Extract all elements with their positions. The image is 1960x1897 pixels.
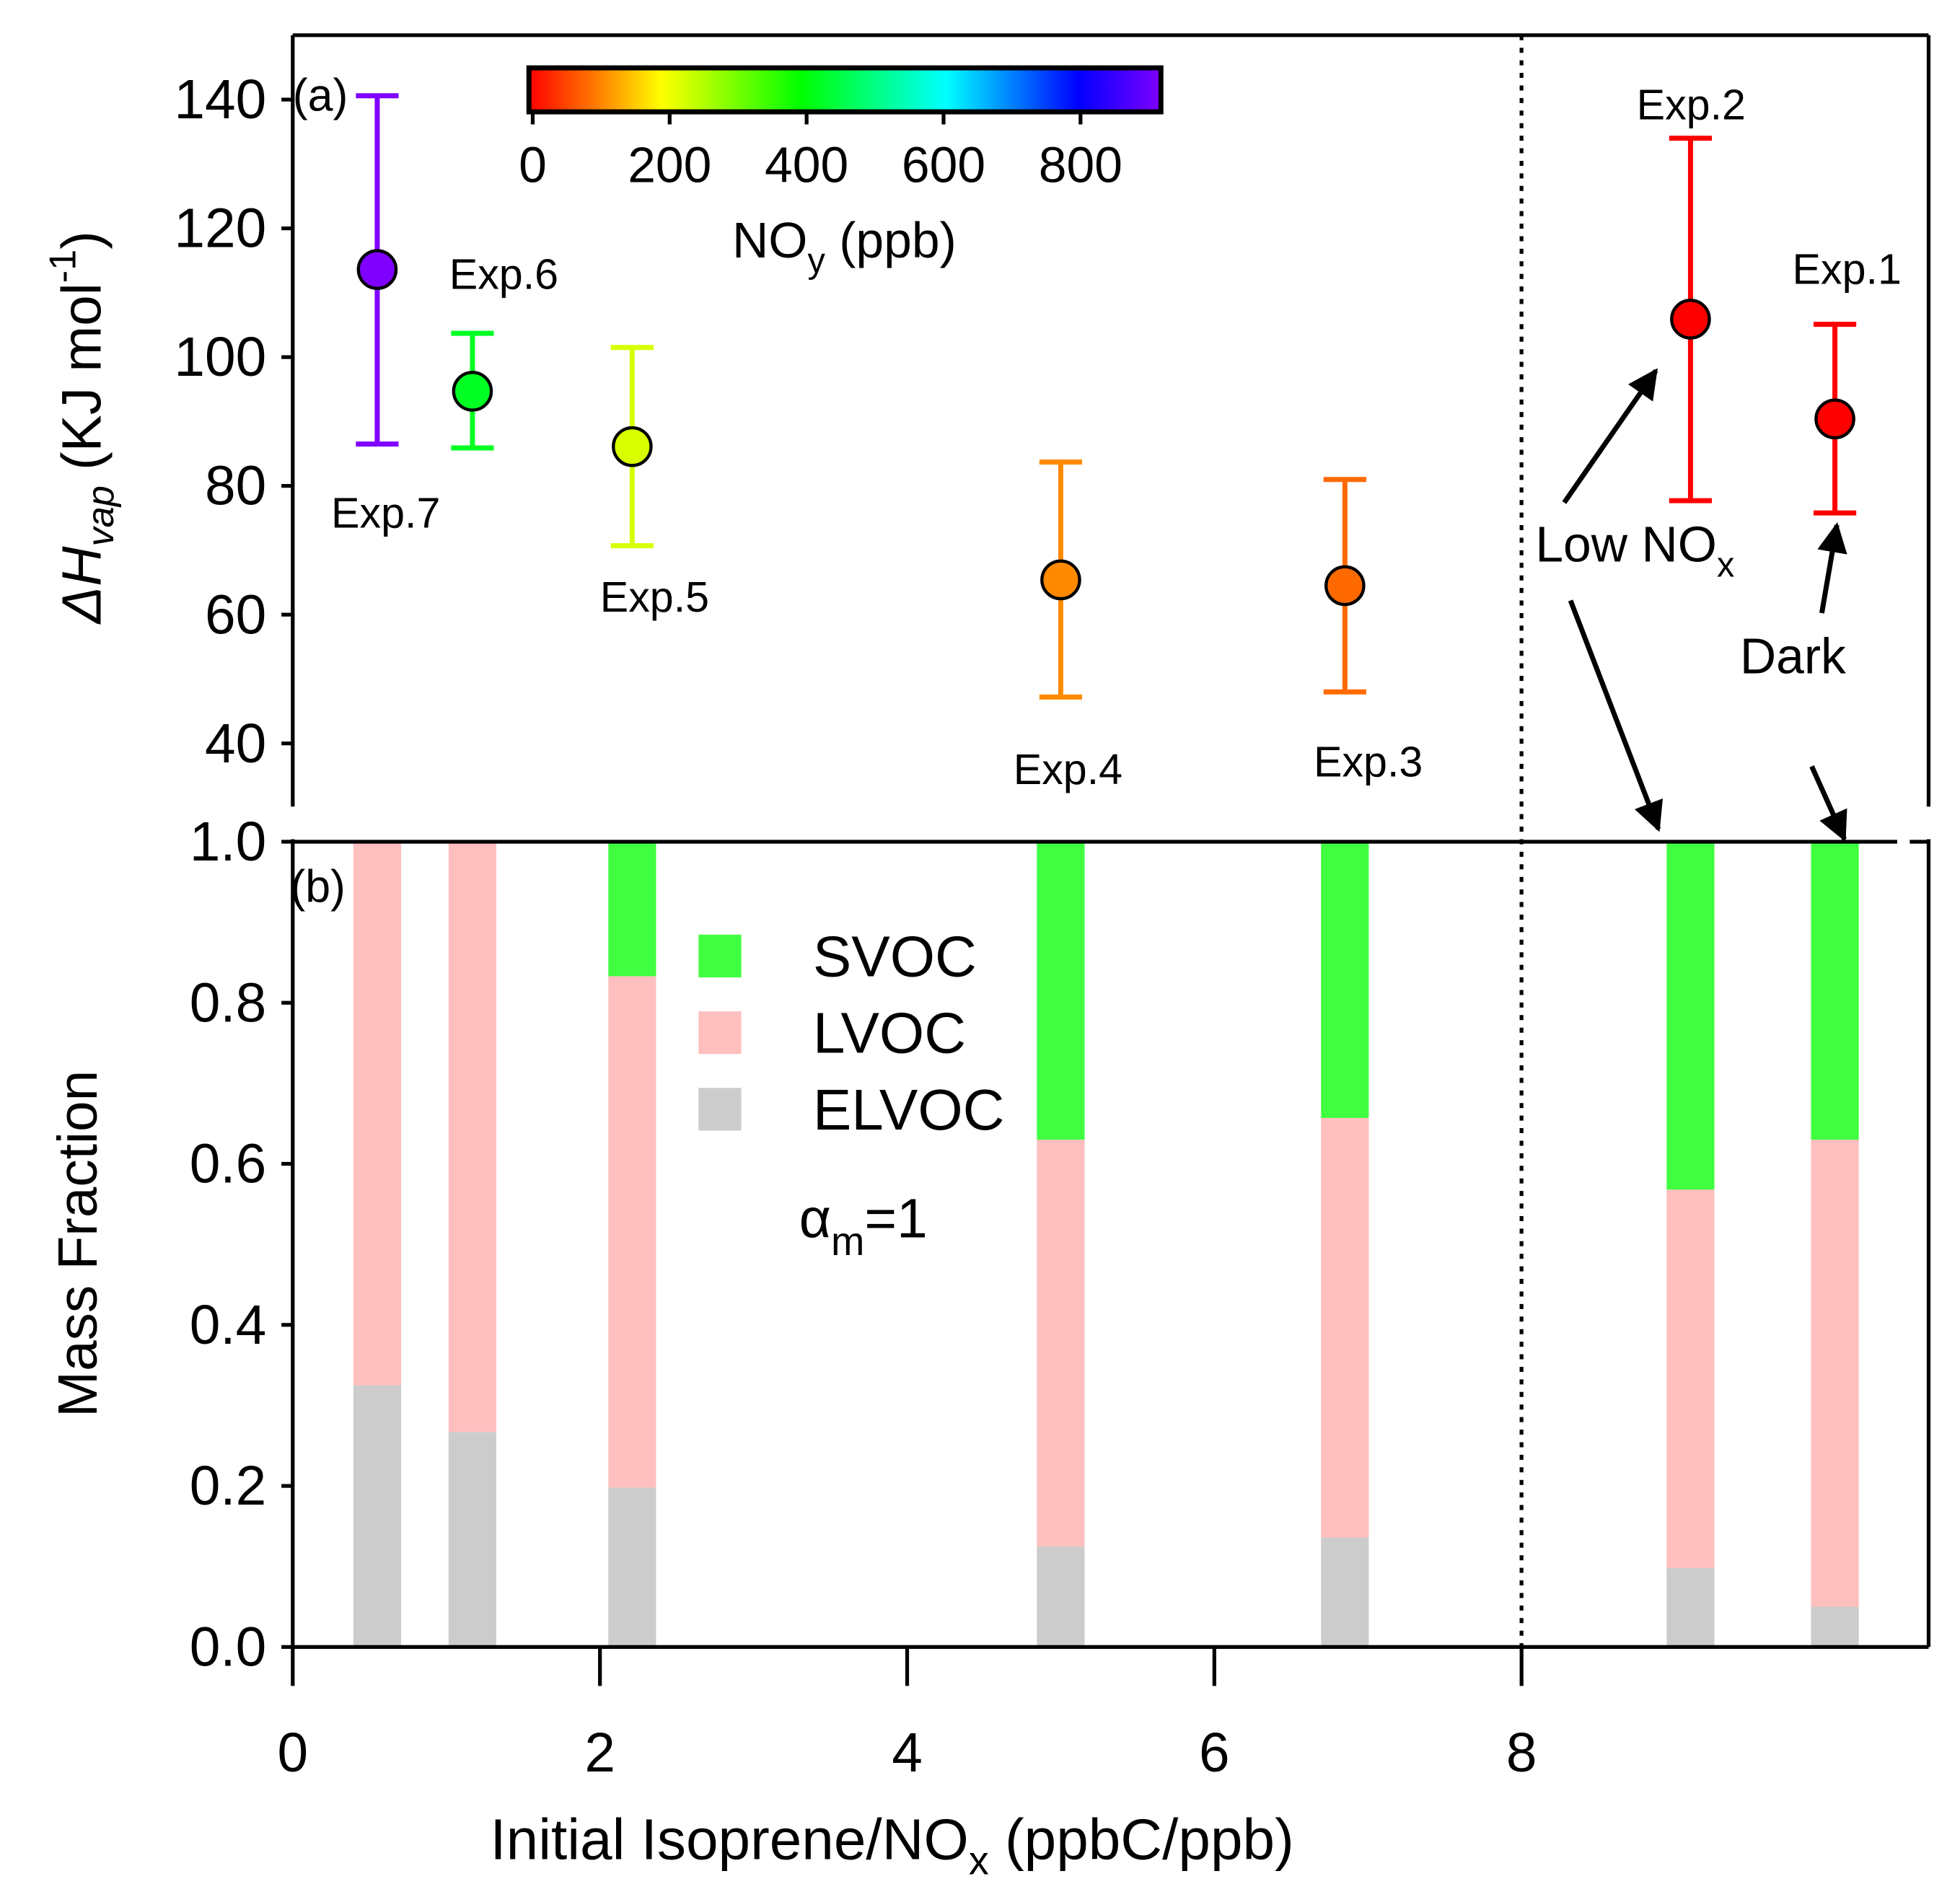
low-nox-label: Low NOx bbox=[1535, 516, 1734, 585]
data-point: Exp.1 bbox=[1793, 245, 1902, 516]
point-label: Exp.4 bbox=[1014, 745, 1122, 793]
arrow-dark-bar bbox=[1809, 765, 1847, 842]
y-tick-label-a: 140 bbox=[174, 69, 266, 131]
bar-elvoc bbox=[353, 1385, 402, 1647]
data-point: Exp.3 bbox=[1314, 477, 1423, 785]
colorbar-label: NOy (ppb) bbox=[732, 212, 957, 281]
bar-svoc bbox=[1321, 841, 1369, 1118]
colorbar-tick-label: 800 bbox=[1039, 137, 1122, 193]
legend-label-lvoc: LVOC bbox=[813, 1000, 966, 1065]
y-tick-label-a: 120 bbox=[174, 198, 266, 260]
bar-lvoc bbox=[1666, 1189, 1715, 1568]
bar-svoc bbox=[608, 841, 656, 977]
colorbar-gradient bbox=[526, 65, 1164, 115]
marker bbox=[612, 426, 653, 467]
point-label: Exp.5 bbox=[600, 573, 709, 621]
y-tick-label-b: 1.0 bbox=[190, 811, 267, 873]
marker bbox=[452, 371, 493, 412]
bar-elvoc bbox=[1666, 1567, 1715, 1647]
x-tick-label: 0 bbox=[277, 1722, 308, 1784]
y-axis-label-a: ΔHvap (KJ mol-1) bbox=[43, 231, 122, 625]
data-point: Exp.2 bbox=[1637, 80, 1746, 503]
y-tick-label-b: 0.6 bbox=[190, 1134, 267, 1195]
bar-lvoc bbox=[1321, 1117, 1369, 1538]
bar-svoc bbox=[1037, 841, 1085, 1140]
y-tick-label-b: 0.8 bbox=[190, 972, 267, 1034]
y-tick-label-a: 60 bbox=[205, 584, 266, 646]
bar-svoc bbox=[1666, 841, 1715, 1190]
marker bbox=[1670, 299, 1711, 340]
bar-elvoc bbox=[608, 1487, 656, 1647]
point-label: Exp.6 bbox=[449, 250, 558, 299]
legend: SVOC LVOC ELVOC bbox=[698, 923, 1005, 1142]
alpha-annotation: αm=1 bbox=[799, 1189, 928, 1264]
y-tick-label-a: 40 bbox=[205, 713, 266, 775]
x-tick-label: 6 bbox=[1199, 1722, 1230, 1784]
arrow-low-nox-bar bbox=[1568, 599, 1664, 832]
point-label: Exp.3 bbox=[1314, 737, 1423, 785]
x-axis-label: Initial Isoprene/NOx (ppbC/ppb) bbox=[490, 1807, 1293, 1883]
bars-layer bbox=[353, 841, 1859, 1647]
data-point: Exp.6 bbox=[449, 250, 558, 451]
legend-swatch-lvoc bbox=[698, 1011, 742, 1055]
x-tick-label: 8 bbox=[1506, 1722, 1537, 1784]
data-point: Exp.5 bbox=[600, 345, 709, 621]
y-axis-label-b: Mass Fraction bbox=[48, 1070, 109, 1417]
bar-elvoc bbox=[448, 1432, 497, 1647]
marker bbox=[1040, 559, 1081, 601]
bar-elvoc bbox=[1321, 1537, 1369, 1647]
point-label: Exp.7 bbox=[331, 489, 440, 537]
data-point: Exp.7 bbox=[331, 93, 440, 537]
colorbar-tick-label: 0 bbox=[519, 137, 547, 193]
arrow-dark-exp1 bbox=[1817, 521, 1847, 614]
y-tick-label-a: 80 bbox=[205, 456, 266, 517]
legend-swatch-elvoc bbox=[698, 1088, 742, 1131]
panel-a-label: (a) bbox=[293, 70, 348, 120]
point-label: Exp.2 bbox=[1637, 80, 1746, 128]
bar-lvoc bbox=[1037, 1140, 1085, 1546]
x-tick-label: 4 bbox=[892, 1722, 923, 1784]
x-tick-label: 2 bbox=[584, 1722, 615, 1784]
bar-lvoc bbox=[1811, 1140, 1859, 1607]
points-layer: Exp.7 Exp.6 Exp.5 Exp.4 Exp.3 Exp.2 Exp.1 bbox=[331, 80, 1902, 793]
y-tick-label-b: 0.0 bbox=[190, 1616, 267, 1678]
colorbar: 0 200 400 600 800 NOy (ppb) bbox=[519, 65, 1164, 281]
legend-swatch-svoc bbox=[698, 934, 742, 978]
bar-elvoc bbox=[1811, 1606, 1859, 1647]
bar-lvoc bbox=[608, 976, 656, 1488]
arrow-low-nox-exp2 bbox=[1562, 368, 1658, 504]
colorbar-tick-label: 200 bbox=[628, 137, 711, 193]
y-tick-label-a: 100 bbox=[174, 327, 266, 388]
legend-label-svoc: SVOC bbox=[813, 923, 977, 988]
y-tick-label-b: 0.2 bbox=[190, 1456, 267, 1517]
bar-svoc bbox=[1811, 841, 1859, 1140]
annotations: Low NOx Dark αm=1 bbox=[799, 368, 1847, 1264]
panel-b-label: (b) bbox=[290, 862, 346, 912]
marker bbox=[1324, 565, 1366, 607]
dark-label: Dark bbox=[1740, 628, 1846, 685]
y-tick-label-b: 0.4 bbox=[190, 1295, 267, 1356]
colorbar-tick-label: 600 bbox=[902, 137, 985, 193]
marker bbox=[1814, 398, 1855, 440]
colorbar-tick-label: 400 bbox=[765, 137, 848, 193]
data-point: Exp.4 bbox=[1014, 459, 1122, 793]
bar-lvoc bbox=[353, 841, 402, 1386]
svg-text:ΔHvap (KJ mol-1): ΔHvap (KJ mol-1) bbox=[43, 231, 122, 625]
bar-lvoc bbox=[448, 841, 497, 1432]
axes-layer: 40 60 80 100 120 140 0.0 0.2 0.4 0.6 0.8 1.0 0 2 4 6 8 bbox=[174, 69, 1537, 1784]
marker bbox=[356, 249, 398, 291]
plot-frame bbox=[291, 33, 1931, 1649]
point-label: Exp.1 bbox=[1793, 245, 1902, 294]
legend-label-elvoc: ELVOC bbox=[813, 1077, 1005, 1142]
bar-elvoc bbox=[1037, 1546, 1085, 1647]
